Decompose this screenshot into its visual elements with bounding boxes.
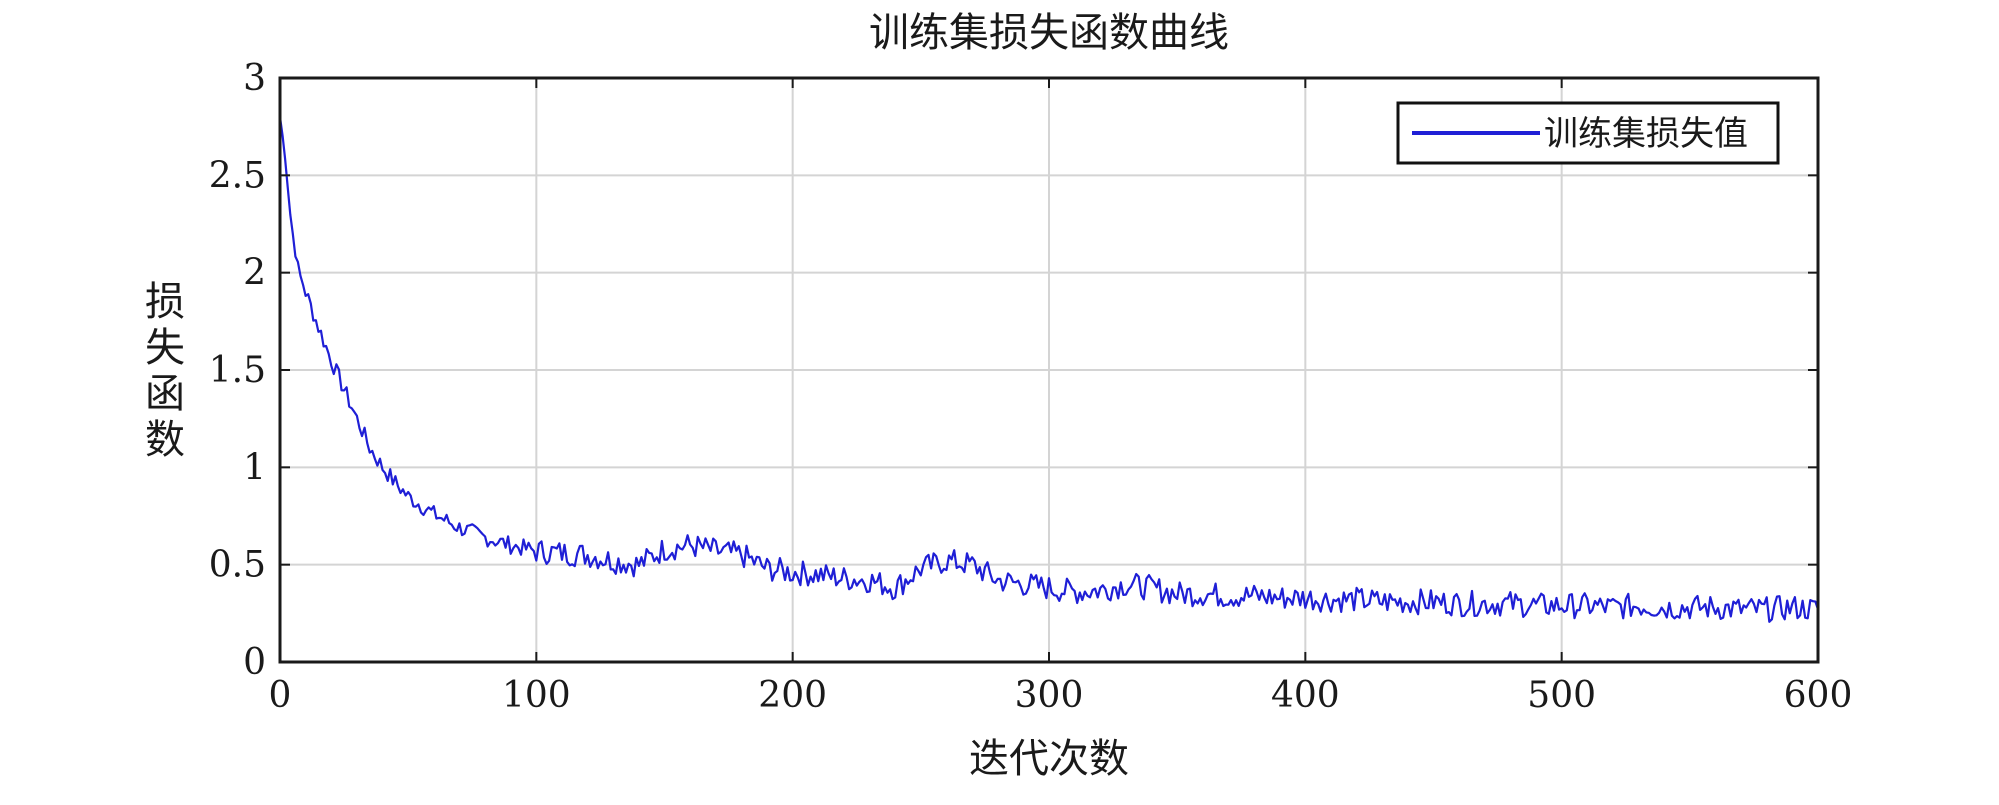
legend: 训练集损失值 xyxy=(1396,101,1780,165)
chart-title: 训练集损失函数曲线 xyxy=(869,10,1229,56)
y-tick-label: 2 xyxy=(243,253,266,294)
y-tick-label: 0.5 xyxy=(209,545,266,586)
y-tick-label: 1.5 xyxy=(209,350,266,391)
legend-label: 训练集损失值 xyxy=(1544,114,1748,154)
y-axis-label-char: 数 xyxy=(145,417,185,463)
y-tick-label: 2.5 xyxy=(209,155,266,196)
x-tick-label: 500 xyxy=(1527,675,1596,716)
y-axis-label-char: 损 xyxy=(145,279,185,325)
y-tick-label: 1 xyxy=(243,447,266,488)
x-tick-label: 400 xyxy=(1271,675,1340,716)
ticks-layer: 0 100 200 300 400 500 600 0 0.5 1 1.5 2 2.5 3 xyxy=(209,58,1853,716)
x-tick-label: 100 xyxy=(502,675,571,716)
y-axis-label-char: 函 xyxy=(145,371,185,417)
series-layer xyxy=(278,116,1820,623)
series-line xyxy=(278,116,1820,623)
x-tick-label: 200 xyxy=(758,675,827,716)
x-tick-label: 0 xyxy=(269,675,292,716)
x-axis-label: 迭代次数 xyxy=(969,736,1129,782)
grid-lines xyxy=(280,78,1818,662)
y-axis-label: 损失函数 xyxy=(145,279,185,463)
x-tick-label: 600 xyxy=(1784,675,1853,716)
y-tick-label: 0 xyxy=(243,642,266,683)
y-tick-label: 3 xyxy=(243,58,266,99)
x-tick-label: 300 xyxy=(1015,675,1084,716)
y-axis-label-char: 失 xyxy=(145,325,185,371)
